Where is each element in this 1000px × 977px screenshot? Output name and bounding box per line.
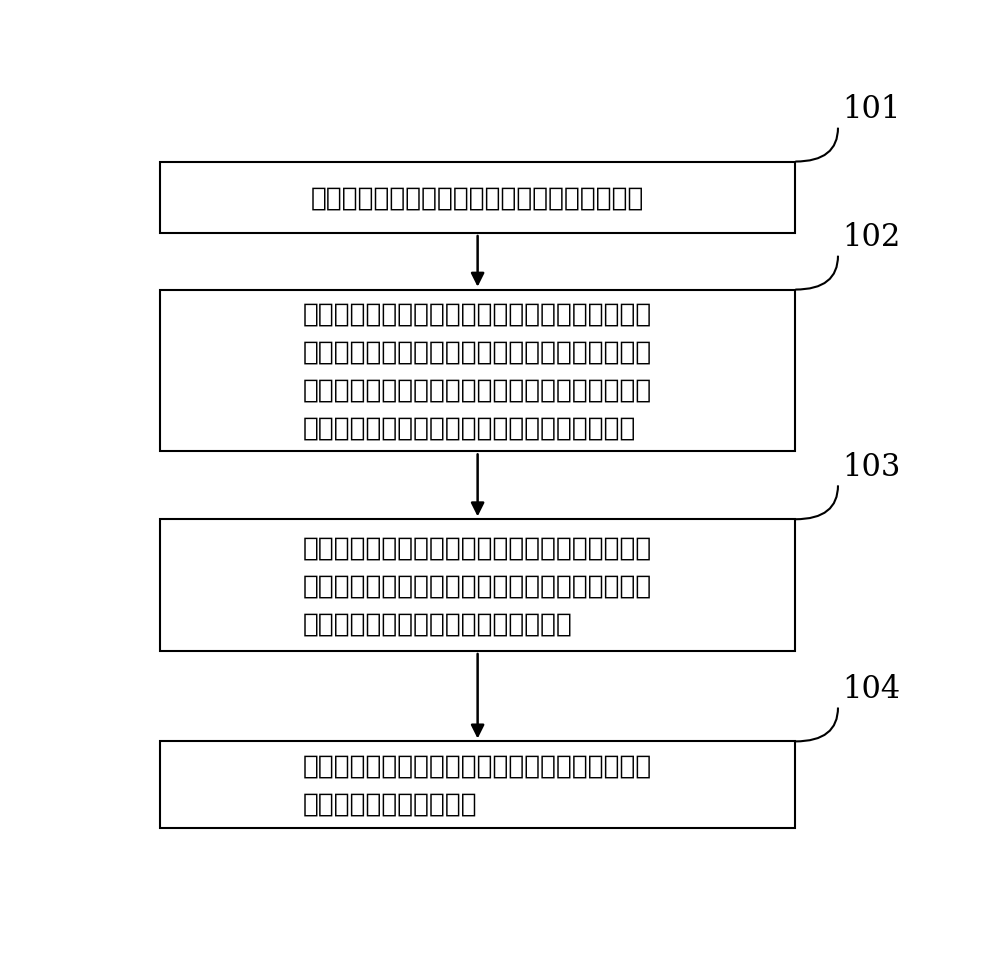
Bar (160, 520, 795, 652)
Bar (160, 742, 795, 828)
Text: 针对至少两个点位中任意相邻的第一点位和第二点
位，获取深度摄像头设置于第二点位时检测第一点
位得到的第一观测位置，以及获取深度摄像头设置
于第一点位时检测第二点: 针对至少两个点位中任意相邻的第一点位和第二点 位，获取深度摄像头设置于第二点位时… (303, 301, 652, 441)
Bar (160, 162, 795, 234)
Text: 101: 101 (842, 94, 900, 125)
Bar (160, 290, 795, 452)
Text: 根据至少两个点位中任意相邻点位的观测误差，确
定深度摄像头的校准参数: 根据至少两个点位中任意相邻点位的观测误差，确 定深度摄像头的校准参数 (303, 753, 652, 817)
Text: 根据第一点位的第一实际位置和第一观测位置，以
及根据第二点位的第二实际位置和第二观测位置，
确定第一点位相对第二点位的观测误差: 根据第一点位的第一实际位置和第一观测位置，以 及根据第二点位的第二实际位置和第二… (303, 534, 652, 636)
Text: 104: 104 (842, 673, 900, 704)
Text: 103: 103 (842, 451, 900, 482)
Text: 102: 102 (842, 222, 900, 253)
Text: 获取在相同水平面上沿直线排列的至少两个点位: 获取在相同水平面上沿直线排列的至少两个点位 (311, 185, 644, 211)
